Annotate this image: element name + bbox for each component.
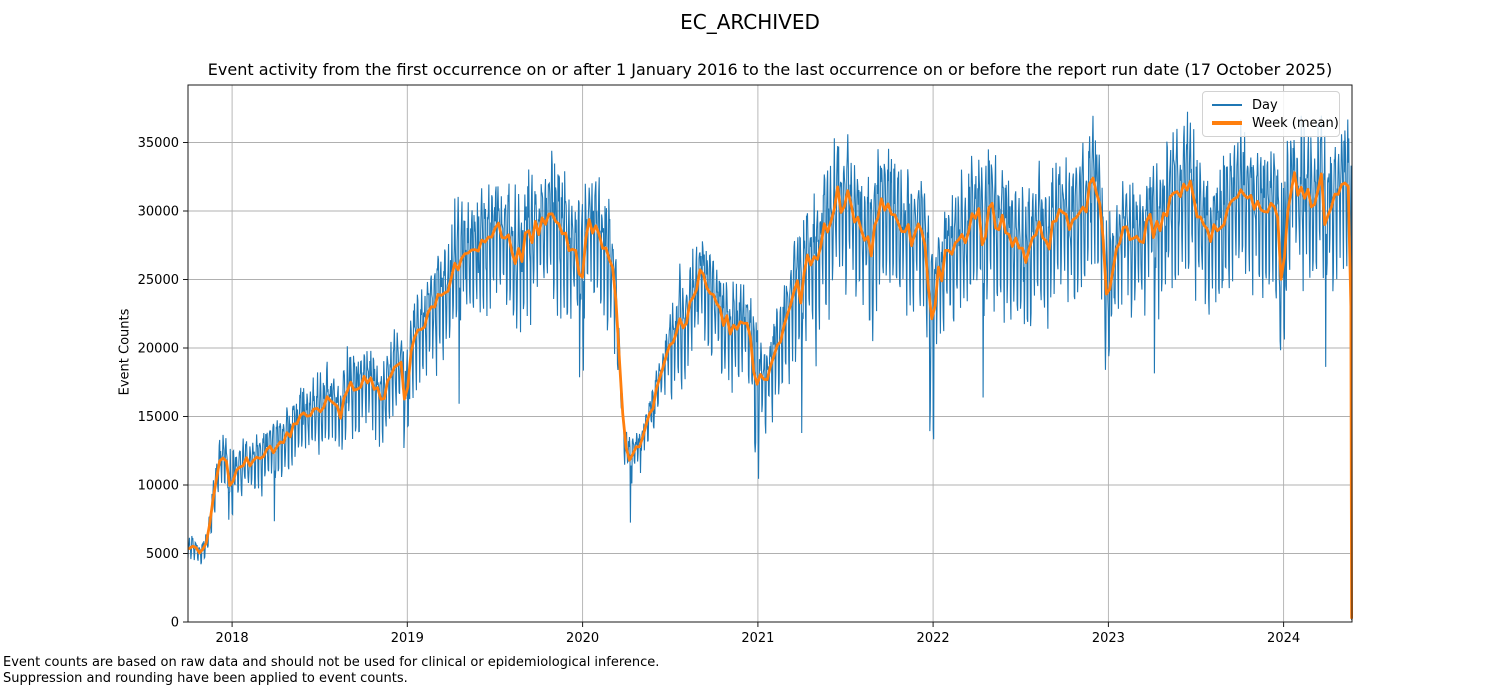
y-tick-label: 10000 — [138, 479, 179, 494]
x-tick-label: 2020 — [566, 631, 599, 646]
x-tick-label: 2021 — [741, 631, 774, 646]
week-series-line — [188, 171, 1354, 620]
legend-item-day: Day — [1203, 96, 1339, 114]
chart-title: EC_ARCHIVED — [680, 10, 820, 34]
axis-ticks — [183, 142, 1285, 627]
footnote-line-1: Event counts are based on raw data and s… — [3, 655, 660, 670]
series-lines — [187, 111, 1354, 620]
week-line-swatch — [1212, 121, 1242, 125]
legend-label-week: Week (mean) — [1252, 115, 1339, 131]
chart-subtitle: Event activity from the first occurrence… — [207, 60, 1333, 79]
x-tick-label: 2023 — [1092, 631, 1125, 646]
y-tick-label: 30000 — [138, 205, 179, 220]
x-tick-label: 2022 — [917, 631, 950, 646]
axis-tick-labels: 2018 2019 2020 2021 2022 2023 2024 0 5000 10000 15… — [138, 136, 1301, 646]
footnote-line-2: Suppression and rounding have been appli… — [3, 671, 408, 686]
legend-item-week: Week (mean) — [1203, 114, 1339, 132]
axes-frame — [187, 84, 1353, 623]
legend: Day Week (mean) — [1202, 91, 1340, 137]
y-tick-label: 35000 — [138, 136, 179, 151]
x-tick-label: 2018 — [216, 631, 249, 646]
legend-label-day: Day — [1252, 97, 1278, 113]
x-tick-label: 2019 — [391, 631, 424, 646]
x-tick-label: 2024 — [1267, 631, 1300, 646]
y-tick-label: 20000 — [138, 342, 179, 357]
day-line-swatch — [1212, 104, 1242, 106]
y-tick-label: 25000 — [138, 273, 179, 288]
y-tick-label: 15000 — [138, 410, 179, 425]
y-tick-label: 5000 — [146, 547, 179, 562]
footnote: Event counts are based on raw data and s… — [3, 655, 659, 687]
y-tick-label: 0 — [171, 616, 179, 631]
